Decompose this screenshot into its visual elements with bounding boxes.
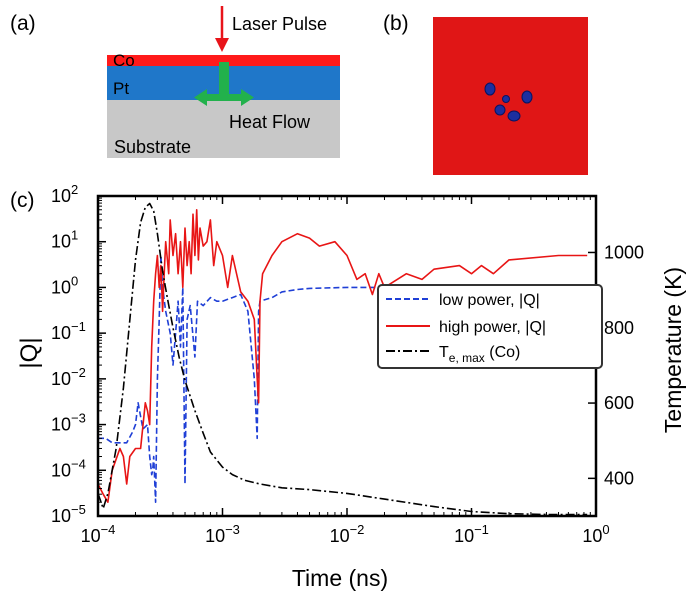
panel-c-label: (c) — [10, 189, 35, 212]
x-tick-label: 10−4 — [81, 522, 116, 546]
laser-pulse-label: Laser Pulse — [232, 14, 327, 34]
series-line-1 — [97, 209, 588, 503]
y-tick-label: 10 — [51, 277, 71, 297]
skyrmion — [502, 95, 510, 103]
y-tick-label: 10 — [51, 506, 71, 526]
y-tick-exponent: 2 — [71, 182, 78, 197]
laser-arrow-icon — [215, 6, 229, 52]
x-tick-label: 10−1 — [454, 522, 489, 546]
panel-a-label: (a) — [10, 12, 36, 35]
y-tick-label: 10 — [51, 460, 71, 480]
panel-b-label: (b) — [383, 12, 409, 35]
substrate-layer — [107, 100, 340, 158]
y-tick-label: 10 — [51, 232, 71, 252]
y-tick-exponent: −3 — [71, 411, 86, 426]
heat-flow-label: Heat Flow — [229, 112, 311, 132]
skyrmion — [507, 110, 521, 122]
y-tick-exponent: −2 — [71, 365, 86, 380]
co-label: Co — [113, 51, 135, 70]
x-tick-label: 10−2 — [330, 522, 365, 546]
y-tick-label: 10 — [51, 415, 71, 435]
legend-box — [377, 284, 603, 369]
y2-tick-label: 400 — [604, 468, 634, 488]
y-tick-exponent: 0 — [71, 273, 78, 288]
y-tick-exponent: −5 — [71, 502, 86, 517]
y2-tick-label: 600 — [604, 393, 634, 413]
co-layer — [107, 55, 340, 66]
y-tick-label: 10 — [51, 186, 71, 206]
x-tick-label: 10−3 — [205, 522, 240, 546]
y2-tick-label: 800 — [604, 318, 634, 338]
y2-axis-label: Temperature (K) — [660, 267, 686, 433]
legend-label-temp: Te, max (Co) — [439, 344, 520, 365]
x-axis-label: Time (ns) — [292, 565, 388, 591]
skyrmion-cluster — [484, 82, 533, 122]
skyrmion — [484, 82, 496, 96]
y-tick-exponent: −4 — [71, 456, 86, 471]
y-tick-label: 10 — [51, 323, 71, 343]
x-tick-label: 100 — [582, 522, 609, 546]
skyrmion-snapshot — [433, 17, 588, 175]
series-line-0 — [98, 254, 588, 503]
pt-label: Pt — [113, 79, 129, 98]
y2-tick-label: 1000 — [604, 242, 644, 262]
substrate-label: Substrate — [114, 137, 191, 157]
series-line-2 — [97, 202, 588, 516]
legend-label-high: high power, |Q| — [439, 319, 546, 336]
y-tick-exponent: 1 — [71, 228, 78, 243]
y-tick-exponent: −1 — [71, 319, 86, 334]
legend: low power, |Q| high power, |Q| Te, max (… — [377, 284, 603, 369]
y-tick-label: 10 — [51, 369, 71, 389]
heat-flow-arrow-icon — [194, 62, 254, 106]
skyrmion — [494, 104, 506, 116]
legend-label-low: low power, |Q| — [439, 292, 540, 309]
y-axis-label: |Q| — [16, 337, 43, 368]
skyrmion — [521, 90, 533, 104]
